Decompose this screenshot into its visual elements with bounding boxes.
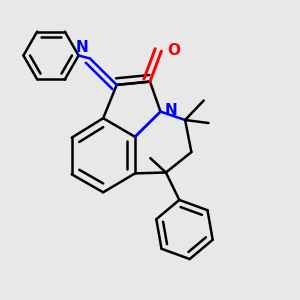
Text: N: N bbox=[165, 103, 178, 118]
Text: N: N bbox=[76, 40, 88, 55]
Text: O: O bbox=[167, 43, 180, 58]
